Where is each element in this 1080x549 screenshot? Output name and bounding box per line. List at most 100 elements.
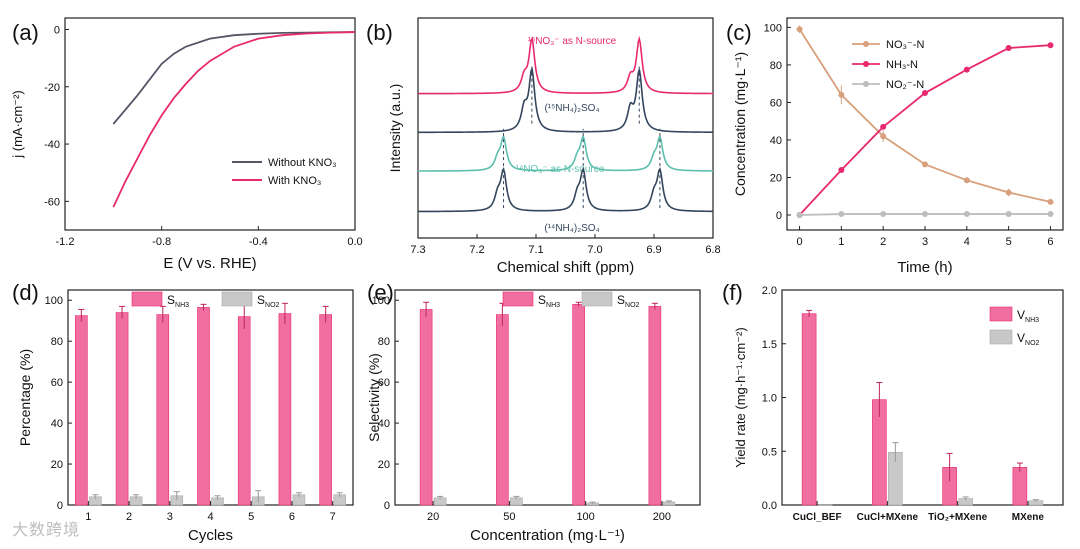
panel-b-spectrum-label-0: ¹⁵NO₃⁻ as N-source bbox=[528, 36, 617, 47]
panel-d-ytick-label: 100 bbox=[45, 295, 63, 307]
panel-c-point-1 bbox=[1005, 45, 1012, 52]
panel-b-frame bbox=[417, 17, 714, 239]
panel-c-point-0 bbox=[1047, 198, 1054, 205]
panel-e-category-label: 20 bbox=[427, 511, 439, 523]
panel-d-ytick-label: 60 bbox=[51, 377, 63, 389]
panel-a-ytick-label: 0 bbox=[54, 24, 60, 36]
panel-b-spectrum-3 bbox=[417, 166, 714, 213]
panel-b-spectrum-label-3: (¹⁴NH₄)₂SO₄ bbox=[544, 223, 599, 234]
panel-a-ytick-label: -40 bbox=[44, 139, 60, 151]
panel-e-label: (e) bbox=[367, 280, 394, 305]
panel-b-xlabel: Chemical shift (ppm) bbox=[497, 259, 635, 276]
panel-e-frame bbox=[394, 289, 701, 506]
panel-b-xtick-label: 7.1 bbox=[528, 244, 543, 256]
panel-c-xtick-label: 5 bbox=[1006, 236, 1012, 248]
panel-d-category-label: 6 bbox=[289, 511, 295, 523]
panel-a-xlabel: E (V vs. RHE) bbox=[163, 255, 256, 272]
panel-d-category-label: 2 bbox=[126, 511, 132, 523]
panel-d-legend-text-0: SNH3 bbox=[167, 293, 189, 309]
panel-e-legend-text-1: SNO2 bbox=[617, 293, 640, 309]
panel-c-point-2 bbox=[838, 211, 845, 218]
panel-d-bar-0 bbox=[237, 316, 251, 506]
panel-f-bar-1 bbox=[817, 504, 833, 506]
panel-f-label: (f) bbox=[722, 280, 743, 305]
panel-c-point-1 bbox=[838, 166, 845, 173]
panel-e-ytick-label: 40 bbox=[378, 418, 390, 430]
panel-b-xtick-label: 6.9 bbox=[646, 244, 661, 256]
panel-e-xlabel: Concentration (mg·L⁻¹) bbox=[470, 527, 625, 544]
panel-c-label: (c) bbox=[726, 20, 752, 45]
panel-e-bar-0 bbox=[419, 309, 433, 506]
panel-c-ytick-label: 0 bbox=[776, 210, 782, 222]
panel-c-legend-marker-0 bbox=[863, 41, 869, 47]
panel-c-point-0 bbox=[963, 177, 970, 184]
panel-f-legend-swatch-1 bbox=[989, 329, 1013, 345]
panel-c-point-2 bbox=[880, 211, 887, 218]
panel-e-bar-0 bbox=[496, 314, 509, 506]
panel-c-xtick-label: 2 bbox=[880, 236, 886, 248]
panel-d-category-label: 1 bbox=[85, 511, 91, 523]
panel-c-frame bbox=[786, 17, 1064, 231]
panel-b-spectrum-2 bbox=[417, 134, 714, 172]
panel-c-xlabel: Time (h) bbox=[897, 259, 952, 276]
panel-d-category-label: 3 bbox=[167, 511, 173, 523]
panel-f-ytick-label: 1.5 bbox=[762, 339, 777, 351]
panel-a-ylabel: j (mA·cm⁻²) bbox=[10, 90, 25, 159]
panel-c-xtick-label: 1 bbox=[838, 236, 844, 248]
panel-c-point-1 bbox=[880, 123, 887, 130]
panel-f-legend-text-1: VNO2 bbox=[1017, 331, 1040, 347]
panel-c-point-2 bbox=[963, 211, 970, 218]
panel-d-bar-0 bbox=[319, 314, 332, 506]
panel-e-ytick-label: 80 bbox=[378, 336, 390, 348]
panel-d-category-label: 5 bbox=[248, 511, 254, 523]
panel-b-xtick-label: 7.2 bbox=[469, 244, 484, 256]
panel-a-frame bbox=[64, 17, 356, 231]
panel-a-series-1 bbox=[112, 31, 356, 208]
panel-f-legend-text-0: VNH3 bbox=[1017, 308, 1039, 324]
panel-f-ytick-label: 2.0 bbox=[762, 285, 777, 297]
panel-a-xtick-label: -1.2 bbox=[56, 236, 75, 248]
panel-c-ytick-label: 60 bbox=[770, 97, 782, 109]
panel-c-legend-text-2: NO₂⁻-N bbox=[886, 79, 924, 91]
panel-d-legend-swatch-0 bbox=[131, 291, 163, 307]
panel-c-ytick-label: 20 bbox=[770, 172, 782, 184]
panel-e-legend-text-0: SNH3 bbox=[538, 293, 560, 309]
panel-e-category-label: 200 bbox=[653, 511, 671, 523]
panel-f-category-label: TiO₂+MXene bbox=[928, 512, 987, 523]
panel-e-category-label: 50 bbox=[503, 511, 515, 523]
panel-c-point-1 bbox=[963, 66, 970, 73]
panel-c-ytick-label: 100 bbox=[764, 22, 782, 34]
panel-b-xtick-label: 7.3 bbox=[410, 244, 425, 256]
panel-d-ytick-label: 20 bbox=[51, 459, 63, 471]
panel-c-legend-text-0: NO₃⁻-N bbox=[886, 39, 924, 51]
panel-a-legend-text-1: With KNO₃ bbox=[268, 175, 321, 187]
panel-e-legend-swatch-0 bbox=[502, 291, 534, 307]
panel-c-xtick-label: 4 bbox=[964, 236, 970, 248]
panel-c-point-1 bbox=[922, 90, 928, 97]
panel-c-legend-marker-2 bbox=[863, 81, 869, 87]
panel-f-ytick-label: 1.0 bbox=[762, 393, 777, 405]
panel-c-legend-text-1: NH₃-N bbox=[886, 59, 918, 71]
panel-c-point-2 bbox=[1005, 211, 1012, 218]
panel-e-legend-swatch-1 bbox=[581, 291, 613, 307]
panel-a-xtick-label: -0.4 bbox=[249, 236, 268, 248]
panel-b-label: (b) bbox=[366, 20, 393, 45]
panel-a-label: (a) bbox=[12, 20, 39, 45]
panel-a-xtick-label: -0.8 bbox=[152, 236, 171, 248]
panel-b-ylabel: Intensity (a.u.) bbox=[387, 84, 403, 173]
panel-d-category-label: 7 bbox=[330, 511, 336, 523]
panel-f-legend-swatch-0 bbox=[989, 306, 1013, 322]
panel-d-frame bbox=[67, 289, 354, 506]
panel-c-line-0 bbox=[798, 28, 1051, 203]
panel-d-bar-0 bbox=[75, 315, 88, 506]
panel-f-category-label: MXene bbox=[1012, 512, 1045, 523]
panel-d-xlabel: Cycles bbox=[188, 527, 233, 544]
panel-e-ytick-label: 100 bbox=[372, 295, 390, 307]
panel-f-ylabel: Yield rate (mg·h⁻¹·cm⁻²) bbox=[733, 327, 748, 467]
panel-d-ytick-label: 0 bbox=[57, 500, 63, 512]
panel-d-bar-0 bbox=[197, 307, 210, 506]
panel-d-bar-0 bbox=[156, 314, 170, 506]
panel-e-bar-0 bbox=[572, 304, 585, 506]
panel-a-ytick-label: -60 bbox=[44, 196, 60, 208]
